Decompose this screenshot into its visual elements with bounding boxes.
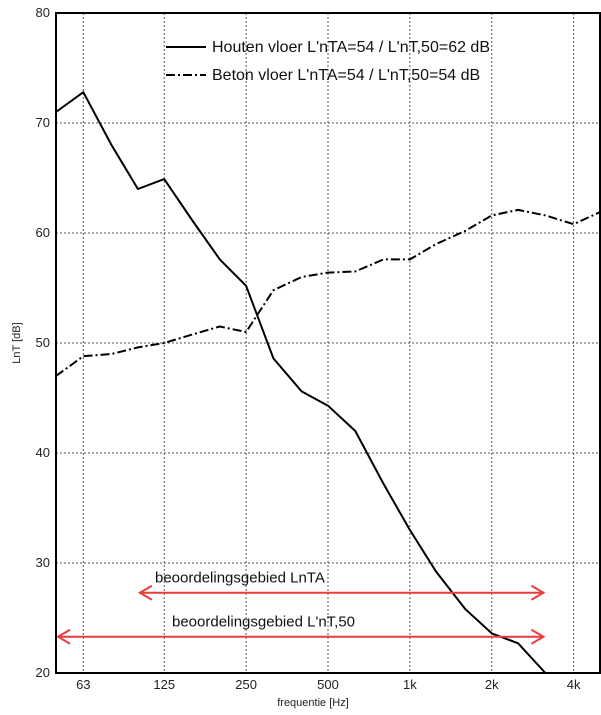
series-line-beton-vloer <box>55 208 601 377</box>
range-label: beoordelingsgebied L'nT,50 <box>172 614 355 631</box>
x-tick-label: 63 <box>76 677 90 692</box>
legend-item: Houten vloer L'nTA=54 / L'nT,50=62 dB <box>166 39 490 56</box>
x-tick-labels: 63 125 250 500 1k 2k 4k <box>76 677 581 692</box>
y-tick-label: 80 <box>36 5 50 20</box>
x-axis-label: frequentie [Hz] <box>277 697 349 709</box>
legend-item: Beton vloer L'nTA=54 / L'nT,50=54 dB <box>166 67 480 84</box>
legend-label: Beton vloer L'nTA=54 / L'nT,50=54 dB <box>212 67 480 84</box>
range-arrow-head-left <box>137 584 153 601</box>
range-arrow-head-left <box>56 628 71 645</box>
grid <box>56 13 600 673</box>
series-lines <box>55 91 601 674</box>
y-tick-label: 30 <box>36 555 50 570</box>
y-tick-label: 60 <box>36 225 50 240</box>
legend: Houten vloer L'nTA=54 / L'nT,50=62 dB Bet… <box>166 39 490 84</box>
x-tick-label: 500 <box>317 677 339 692</box>
y-tick-labels: 20 30 40 50 60 70 80 <box>36 5 50 680</box>
plot-frame <box>55 12 601 674</box>
range-label: beoordelingsgebied LnTA <box>155 570 325 587</box>
y-tick-label: 20 <box>36 665 50 680</box>
range-arrow-head-right <box>530 628 546 645</box>
range-arrow: beoordelingsgebied LnTA <box>137 570 546 601</box>
x-tick-label: 250 <box>235 677 257 692</box>
annotations: beoordelingsgebied LnTA beoordelingsgebie… <box>56 570 546 645</box>
series-line-houten-vloer <box>55 91 547 674</box>
x-tick-label: 1k <box>403 677 417 692</box>
y-tick-label: 70 <box>36 115 50 130</box>
y-tick-label: 40 <box>36 445 50 460</box>
x-tick-label: 4k <box>567 677 581 692</box>
y-axis-label: LnT [dB] <box>11 322 23 363</box>
range-arrow-head-right <box>530 584 546 601</box>
x-tick-label: 2k <box>485 677 499 692</box>
x-tick-label: 125 <box>153 677 175 692</box>
y-tick-label: 50 <box>36 335 50 350</box>
range-arrow: beoordelingsgebied L'nT,50 <box>56 614 546 645</box>
legend-label: Houten vloer L'nTA=54 / L'nT,50=62 dB <box>212 39 490 56</box>
